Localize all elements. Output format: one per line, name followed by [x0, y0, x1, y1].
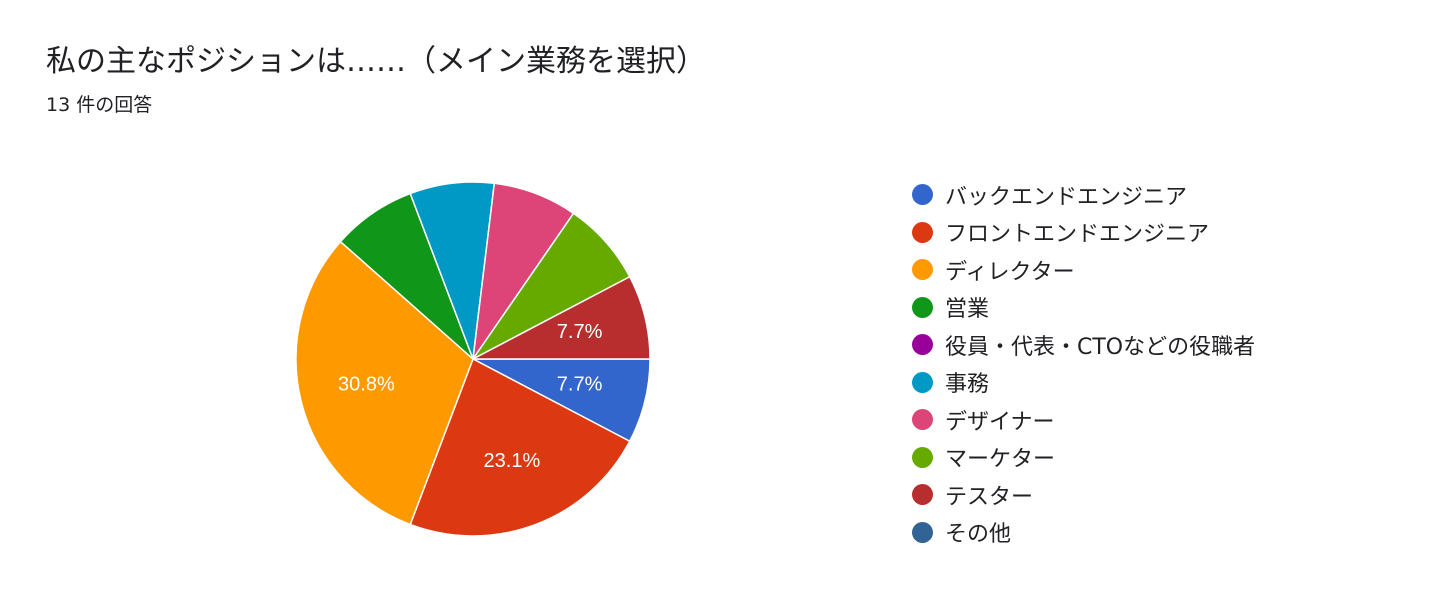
legend-label: その他 — [945, 522, 1012, 548]
legend-label: フロントエンドエンジニア — [945, 222, 1210, 248]
pie-slice[interactable] — [409, 357, 631, 537]
pie-slice-label: 7.7% — [557, 374, 603, 396]
pie-slice-label: 7.7% — [557, 321, 603, 343]
legend-item[interactable]: バックエンドエンジニア — [912, 176, 1412, 214]
legend-swatch — [912, 296, 933, 318]
legend-item[interactable]: デザイナー — [912, 401, 1412, 439]
response-count: 13 件の回答 — [46, 94, 153, 116]
legend-swatch — [912, 184, 933, 206]
chart-legend: バックエンドエンジニア フロントエンドエンジニア ディレクター 営業役員・代表・CTO… — [912, 176, 1412, 551]
legend-item[interactable]: 営業 — [912, 289, 1412, 327]
legend-item[interactable]: ディレクター — [912, 251, 1412, 289]
legend-swatch — [912, 446, 933, 468]
legend-swatch — [912, 484, 933, 506]
legend-swatch — [912, 334, 933, 356]
pie-slice[interactable] — [472, 275, 651, 360]
chart-title: 私の主なポジションは……（メイン業務を選択） — [46, 44, 706, 79]
pie-slice[interactable] — [295, 240, 474, 526]
legend-item[interactable]: テスター — [912, 476, 1412, 514]
legend-item[interactable]: マーケター — [912, 439, 1412, 477]
legend-label: バックエンドエンジニア — [945, 184, 1188, 210]
legend-label: 事務 — [945, 372, 990, 398]
legend-label: 役員・代表・CTOなどの役職者 — [945, 334, 1256, 360]
legend-item[interactable]: フロントエンドエンジニア — [912, 214, 1412, 252]
pie-slice-label: 23.1% — [484, 450, 541, 472]
pie-chart: 7.7% 23.1% 30.8% 7.7% — [290, 176, 656, 542]
legend-item[interactable]: 事務 — [912, 364, 1412, 402]
legend-item[interactable]: その他 — [912, 514, 1412, 552]
legend-label: ディレクター — [945, 259, 1075, 285]
legend-label: テスター — [945, 484, 1034, 510]
legend-swatch — [912, 259, 933, 281]
legend-label: 営業 — [945, 297, 990, 323]
pie-slice-label: 30.8% — [338, 374, 395, 396]
legend-label: デザイナー — [945, 409, 1055, 435]
legend-swatch — [912, 521, 933, 543]
pie-chart-svg: 7.7% 23.1% 30.8% 7.7% — [295, 181, 651, 537]
legend-label: マーケター — [945, 447, 1056, 473]
legend-swatch — [912, 409, 933, 431]
legend-swatch — [912, 371, 933, 393]
legend-swatch — [912, 221, 933, 243]
legend-item[interactable]: 役員・代表・CTOなどの役職者 — [912, 326, 1412, 364]
